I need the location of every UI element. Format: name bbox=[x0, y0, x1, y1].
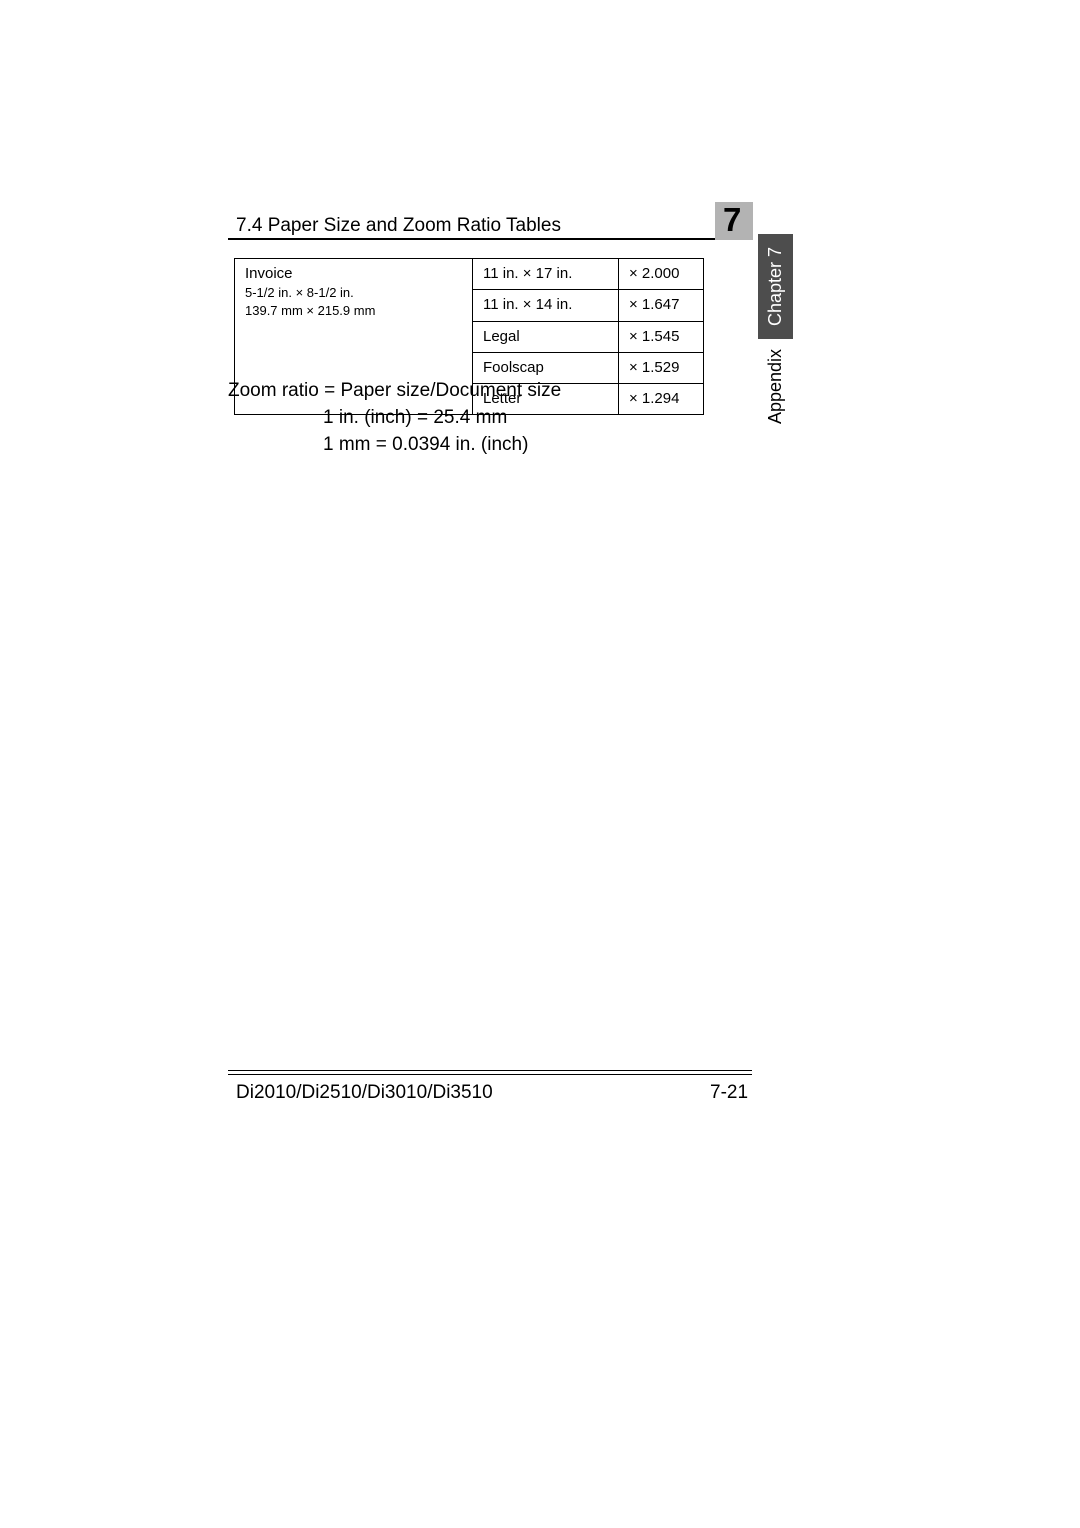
side-tab-chapter: Chapter 7 bbox=[758, 234, 793, 339]
table-row: Invoice 5-1/2 in. × 8-1/2 in. 139.7 mm ×… bbox=[235, 259, 704, 290]
page: 7.4 Paper Size and Zoom Ratio Tables 7 C… bbox=[0, 0, 1080, 1528]
header: 7.4 Paper Size and Zoom Ratio Tables bbox=[236, 215, 756, 237]
ratio-cell: × 1.529 bbox=[619, 352, 704, 383]
side-tab-appendix: Appendix bbox=[758, 346, 793, 397]
doc-name: Invoice bbox=[245, 265, 293, 282]
paper-size-cell: Foolscap bbox=[473, 352, 619, 383]
footer-rule-top bbox=[228, 1070, 752, 1071]
note-zoom-formula: Zoom ratio = Paper size/Document size bbox=[228, 380, 561, 402]
side-tab-appendix-label: Appendix bbox=[765, 349, 786, 424]
doc-dim-in: 5-1/2 in. × 8-1/2 in. bbox=[245, 284, 464, 302]
ratio-cell: × 1.294 bbox=[619, 384, 704, 415]
footer-rule-bottom bbox=[228, 1074, 752, 1075]
ratio-cell: × 1.545 bbox=[619, 321, 704, 352]
section-title: 7.4 Paper Size and Zoom Ratio Tables bbox=[236, 215, 561, 236]
note-inch-to-mm: 1 in. (inch) = 25.4 mm bbox=[323, 407, 507, 429]
doc-dim-mm: 139.7 mm × 215.9 mm bbox=[245, 302, 464, 320]
note-mm-to-inch: 1 mm = 0.0394 in. (inch) bbox=[323, 434, 528, 456]
footer-model: Di2010/Di2510/Di3010/Di3510 bbox=[236, 1082, 493, 1104]
ratio-cell: × 1.647 bbox=[619, 290, 704, 321]
side-tab-chapter-label: Chapter 7 bbox=[765, 247, 786, 326]
paper-size-cell: Legal bbox=[473, 321, 619, 352]
paper-size-cell: 11 in. × 14 in. bbox=[473, 290, 619, 321]
paper-size-cell: 11 in. × 17 in. bbox=[473, 259, 619, 290]
ratio-cell: × 2.000 bbox=[619, 259, 704, 290]
chapter-number: 7 bbox=[723, 201, 741, 239]
header-rule bbox=[228, 238, 746, 240]
footer-page-number: 7-21 bbox=[710, 1082, 748, 1104]
